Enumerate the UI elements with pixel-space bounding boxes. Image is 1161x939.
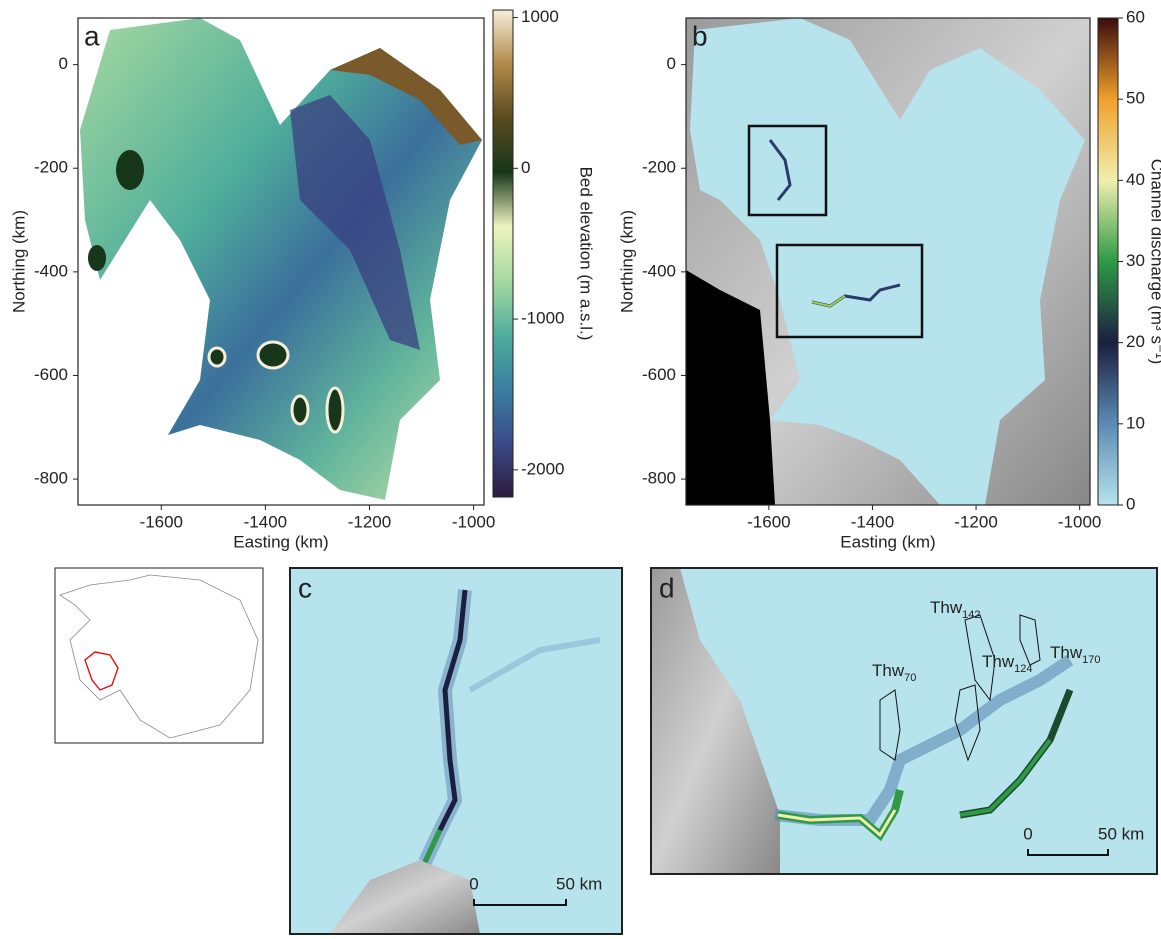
colorbar-tick-label: 30 <box>1126 251 1145 270</box>
lake-name: Thw <box>930 598 963 617</box>
colorbar-tick-label: 1000 <box>521 7 559 26</box>
colorbar-tick-label: -1000 <box>521 309 564 328</box>
x-tick-label: -1600 <box>747 512 790 531</box>
x-tick-label: -1200 <box>954 512 997 531</box>
y-tick-label: -200 <box>642 158 676 177</box>
discharge-map <box>686 18 1090 505</box>
colorbar-tick-label: -2000 <box>521 459 564 478</box>
y-axis-label: Northing (km) <box>9 210 28 313</box>
colorbar-tick-label: 0 <box>521 158 530 177</box>
colorbar-tick-label: 10 <box>1126 413 1145 432</box>
y-tick-label: 0 <box>667 54 676 73</box>
x-axis-label: Easting (km) <box>233 532 328 551</box>
inset-map <box>55 568 263 743</box>
lake-name: Thw <box>982 652 1015 671</box>
lake-name: Thw <box>1050 643 1083 662</box>
colorbar-tick-label: 40 <box>1126 170 1145 189</box>
scale-bar-label: 0 <box>469 874 478 893</box>
colorbar-tick-label: 0 <box>1126 494 1135 513</box>
y-tick-label: -200 <box>34 158 68 177</box>
colorbar <box>1098 18 1118 505</box>
panel-letter: a <box>84 20 100 51</box>
scale-bar-label: 50 km <box>556 874 602 893</box>
detail-d-map <box>651 568 1157 874</box>
scale-bar-label: 0 <box>1023 824 1032 843</box>
y-tick-label: -800 <box>34 469 68 488</box>
lake-name: Thw <box>872 661 905 680</box>
colorbar-label: Bed elevation (m a.s.l.) <box>577 167 596 341</box>
panel-letter: b <box>692 20 708 51</box>
x-tick-label: -1000 <box>452 512 495 531</box>
y-tick-label: -800 <box>642 469 676 488</box>
colorbar-tick-label: 50 <box>1126 89 1145 108</box>
panel-letter: d <box>659 572 675 603</box>
lake-subscript: 70 <box>904 672 916 684</box>
colorbar-label: Channel discharge (m³ s⁻¹) <box>1148 159 1161 365</box>
lake-subscript: 142 <box>962 609 980 621</box>
scale-bar-label: 50 km <box>1098 824 1144 843</box>
y-axis-label: Northing (km) <box>617 210 636 313</box>
x-tick-label: -1000 <box>1058 512 1101 531</box>
y-tick-label: 0 <box>59 54 68 73</box>
panel-letter: c <box>298 572 312 603</box>
y-tick-label: -400 <box>34 261 68 280</box>
figure: -1600 -1400 -1200 -1000 0 -200 -400 -600 -800 Eas… <box>0 0 1161 939</box>
y-tick-label: -400 <box>642 261 676 280</box>
y-tick-label: -600 <box>34 365 68 384</box>
colorbar <box>493 10 513 497</box>
x-tick-label: -1400 <box>244 512 287 531</box>
x-axis-label: Easting (km) <box>840 532 935 551</box>
colorbar-tick-label: 60 <box>1126 7 1145 26</box>
x-tick-label: -1200 <box>348 512 391 531</box>
bed-map <box>80 18 482 500</box>
x-tick-label: -1400 <box>851 512 894 531</box>
y-tick-label: -600 <box>642 365 676 384</box>
lake-subscript: 170 <box>1082 654 1100 666</box>
x-tick-label: -1600 <box>140 512 183 531</box>
colorbar-tick-label: 20 <box>1126 332 1145 351</box>
lake-subscript: 124 <box>1014 663 1032 675</box>
